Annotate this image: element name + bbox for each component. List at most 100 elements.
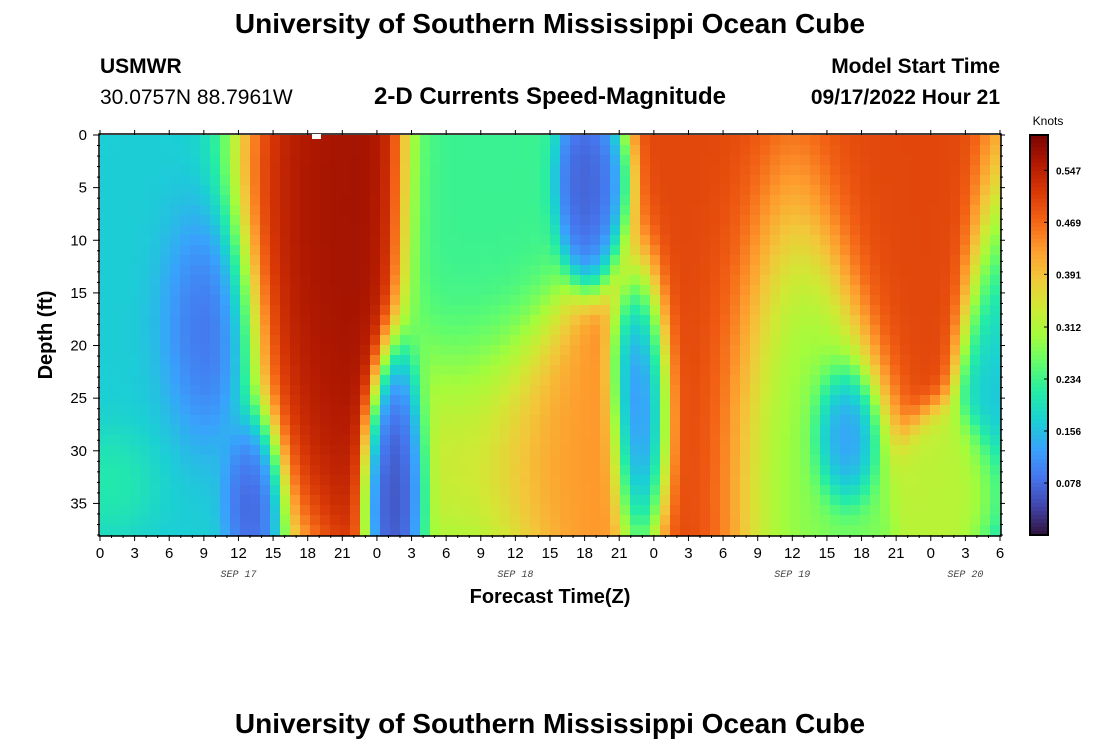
heatmap-cell xyxy=(860,375,871,386)
heatmap-cell xyxy=(390,175,401,186)
heatmap-cell xyxy=(560,405,571,416)
heatmap-cell xyxy=(130,385,141,396)
heatmap-cell xyxy=(400,345,411,356)
heatmap-cell xyxy=(840,415,851,426)
heatmap-cell xyxy=(390,475,401,486)
heatmap-cell xyxy=(770,245,781,256)
heatmap-cell xyxy=(320,355,331,366)
heatmap-cell xyxy=(450,245,461,256)
heatmap-cell xyxy=(390,405,401,416)
heatmap-cell xyxy=(450,335,461,346)
heatmap-cell xyxy=(130,305,141,316)
heatmap-cell xyxy=(700,325,711,336)
heatmap-cell xyxy=(330,405,341,416)
heatmap-cell xyxy=(100,345,111,356)
heatmap-cell xyxy=(120,335,131,346)
heatmap-cell xyxy=(850,415,861,426)
heatmap-cell xyxy=(620,135,631,146)
heatmap-cell xyxy=(160,465,171,476)
colorbar-segment xyxy=(1030,135,1048,140)
heatmap-cell xyxy=(740,355,751,366)
heatmap-cell xyxy=(730,415,741,426)
heatmap-cell xyxy=(380,315,391,326)
heatmap-cell xyxy=(150,405,161,416)
heatmap-cell xyxy=(530,175,541,186)
heatmap-cell xyxy=(170,465,181,476)
heatmap-cell xyxy=(250,435,261,446)
heatmap-cell xyxy=(800,325,811,336)
heatmap-cell xyxy=(160,275,171,286)
heatmap-cell xyxy=(980,415,991,426)
heatmap-cell xyxy=(640,285,651,296)
heatmap-cell xyxy=(130,185,141,196)
heatmap-cell xyxy=(310,185,321,196)
heatmap-cell xyxy=(530,415,541,426)
heatmap-cell xyxy=(490,385,501,396)
heatmap-cell xyxy=(780,415,791,426)
heatmap-cell xyxy=(370,515,381,526)
heatmap-cell xyxy=(940,515,951,526)
heatmap-cell xyxy=(180,165,191,176)
heatmap-cell xyxy=(410,235,421,246)
heatmap-cell xyxy=(830,135,841,146)
heatmap-cell xyxy=(600,525,611,536)
heatmap-cell xyxy=(890,225,901,236)
heatmap-cell xyxy=(390,375,401,386)
heatmap-cell xyxy=(840,385,851,396)
heatmap-cell xyxy=(300,395,311,406)
heatmap-cell xyxy=(560,425,571,436)
heatmap-cell xyxy=(670,225,681,236)
heatmap-cell xyxy=(140,265,151,276)
heatmap-cell xyxy=(260,475,271,486)
heatmap-cell xyxy=(360,215,371,226)
heatmap-cell xyxy=(350,335,361,346)
heatmap-cell xyxy=(110,295,121,306)
heatmap-cell xyxy=(220,355,231,366)
heatmap-cell xyxy=(950,215,961,226)
heatmap-cell xyxy=(730,255,741,266)
heatmap-cell xyxy=(510,435,521,446)
heatmap-cell xyxy=(400,435,411,446)
heatmap-cell xyxy=(520,185,531,196)
heatmap-cell xyxy=(430,185,441,196)
heatmap-cell xyxy=(870,345,881,356)
heatmap-cell xyxy=(660,455,671,466)
heatmap-cell xyxy=(500,325,511,336)
heatmap-cell xyxy=(690,225,701,236)
heatmap-cell xyxy=(680,235,691,246)
heatmap-cell xyxy=(310,445,321,456)
heatmap-cell xyxy=(490,195,501,206)
heatmap-cell xyxy=(990,205,1001,216)
heatmap-cell xyxy=(280,525,291,536)
heatmap-cell xyxy=(950,295,961,306)
heatmap-cell xyxy=(990,455,1001,466)
heatmap-cell xyxy=(370,365,381,376)
heatmap-cell xyxy=(860,255,871,266)
heatmap-cell xyxy=(300,475,311,486)
heatmap-cell xyxy=(840,285,851,296)
heatmap-cell xyxy=(210,445,221,456)
heatmap-cell xyxy=(880,405,891,416)
heatmap-cell xyxy=(660,445,671,456)
heatmap-cell xyxy=(140,225,151,236)
heatmap-cell xyxy=(210,245,221,256)
heatmap-cell xyxy=(150,305,161,316)
heatmap-cell xyxy=(730,135,741,146)
heatmap-cell xyxy=(270,455,281,466)
heatmap-cell xyxy=(280,265,291,276)
colorbar-segment xyxy=(1030,271,1048,276)
heatmap-cell xyxy=(990,435,1001,446)
heatmap-cell xyxy=(410,425,421,436)
heatmap-cell xyxy=(150,225,161,236)
heatmap-cell xyxy=(140,175,151,186)
heatmap-cell xyxy=(390,235,401,246)
heatmap-cell xyxy=(920,365,931,376)
heatmap-cell xyxy=(370,265,381,276)
heatmap-cell xyxy=(560,335,571,346)
heatmap-cell xyxy=(190,525,201,536)
heatmap-cell xyxy=(110,355,121,366)
heatmap-cell xyxy=(590,335,601,346)
heatmap-cell xyxy=(410,485,421,496)
heatmap-cell xyxy=(640,365,651,376)
